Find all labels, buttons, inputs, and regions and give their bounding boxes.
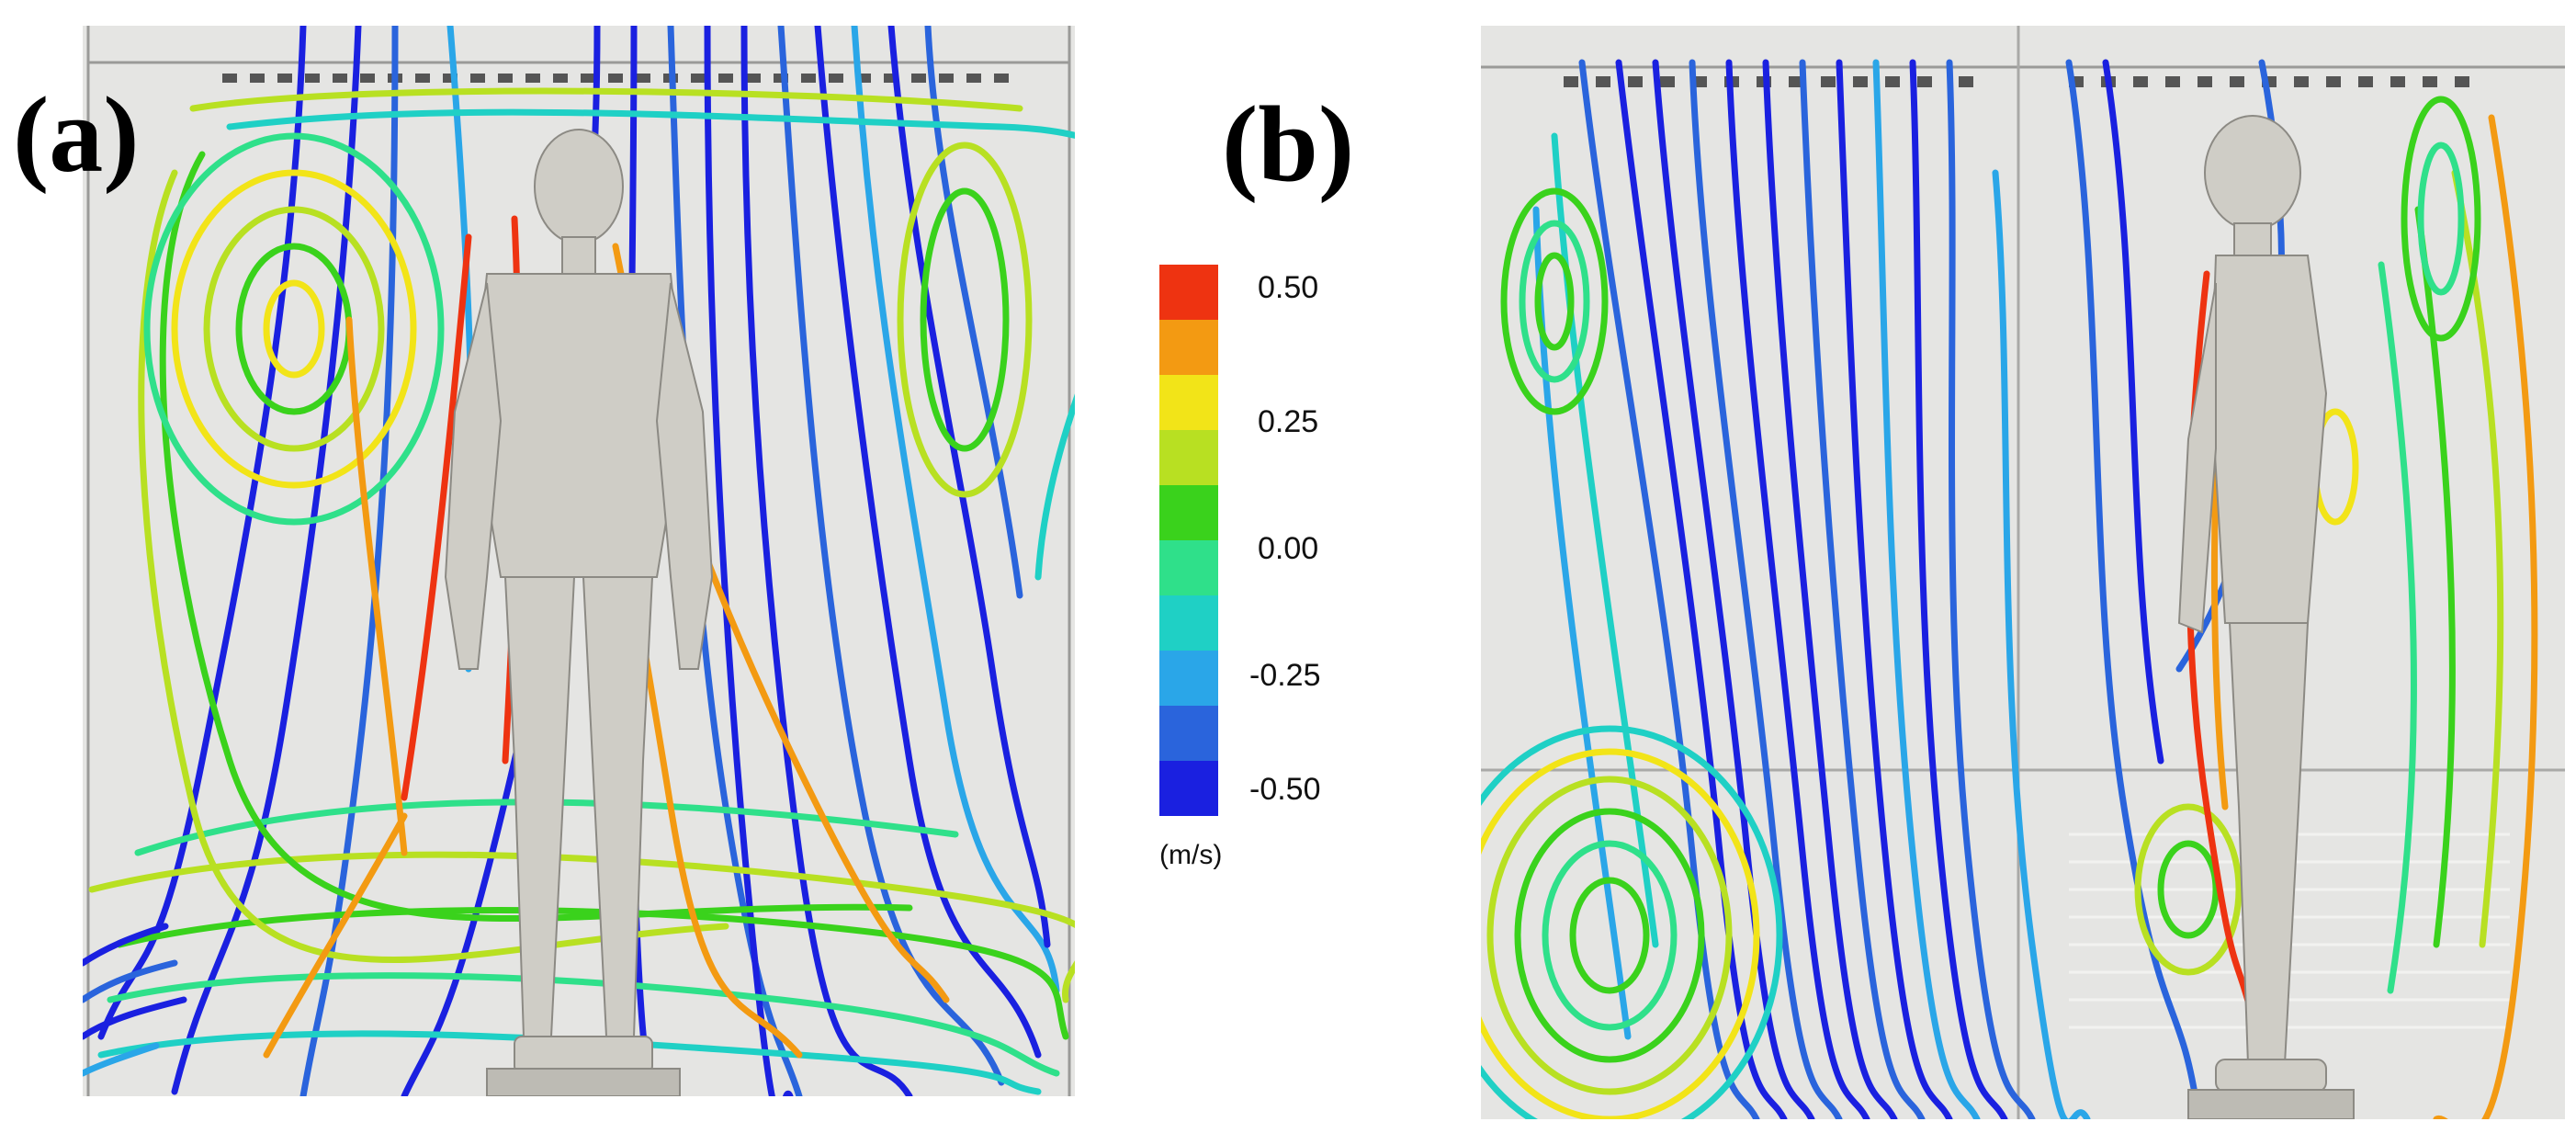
streamlines-b [1481, 59, 2538, 1119]
colorbar-tick: -0.25 [1249, 658, 1321, 693]
panel-b-svg [1481, 26, 2565, 1119]
ceiling-vents-b [1564, 76, 2469, 87]
panel-label-b: (b) [1222, 84, 1355, 204]
colorbar-tick: 0.25 [1258, 404, 1319, 439]
colorbar-swatch [1159, 430, 1218, 485]
human-figure-side [2177, 115, 2355, 1119]
panel-b-streamlines [1481, 26, 2565, 1119]
colorbar-swatch [1159, 320, 1218, 375]
colorbar-swatch [1159, 485, 1218, 540]
colorbar-swatch [1159, 706, 1218, 761]
human-figure-front [444, 129, 714, 1096]
panel-a-svg [83, 26, 1075, 1096]
panel-a-streamlines [83, 26, 1075, 1096]
colorbar-swatch [1159, 540, 1218, 595]
colorbar-tick: -0.50 [1249, 772, 1321, 807]
colorbar-tick: 0.50 [1258, 270, 1319, 305]
panel-label-a: (a) [13, 74, 140, 195]
colorbar-swatch [1159, 651, 1218, 706]
colorbar-swatch [1159, 265, 1218, 320]
velocity-colorbar: 0.50 0.25 0.00 -0.25 -0.50 (m/s) [1159, 265, 1343, 908]
colorbar-swatch [1159, 595, 1218, 651]
colorbar-tick: 0.00 [1258, 531, 1319, 566]
ceiling-vents [222, 74, 1009, 83]
colorbar-swatch [1159, 761, 1218, 816]
colorbar-unit: (m/s) [1159, 840, 1223, 870]
colorbar-swatch [1159, 375, 1218, 430]
